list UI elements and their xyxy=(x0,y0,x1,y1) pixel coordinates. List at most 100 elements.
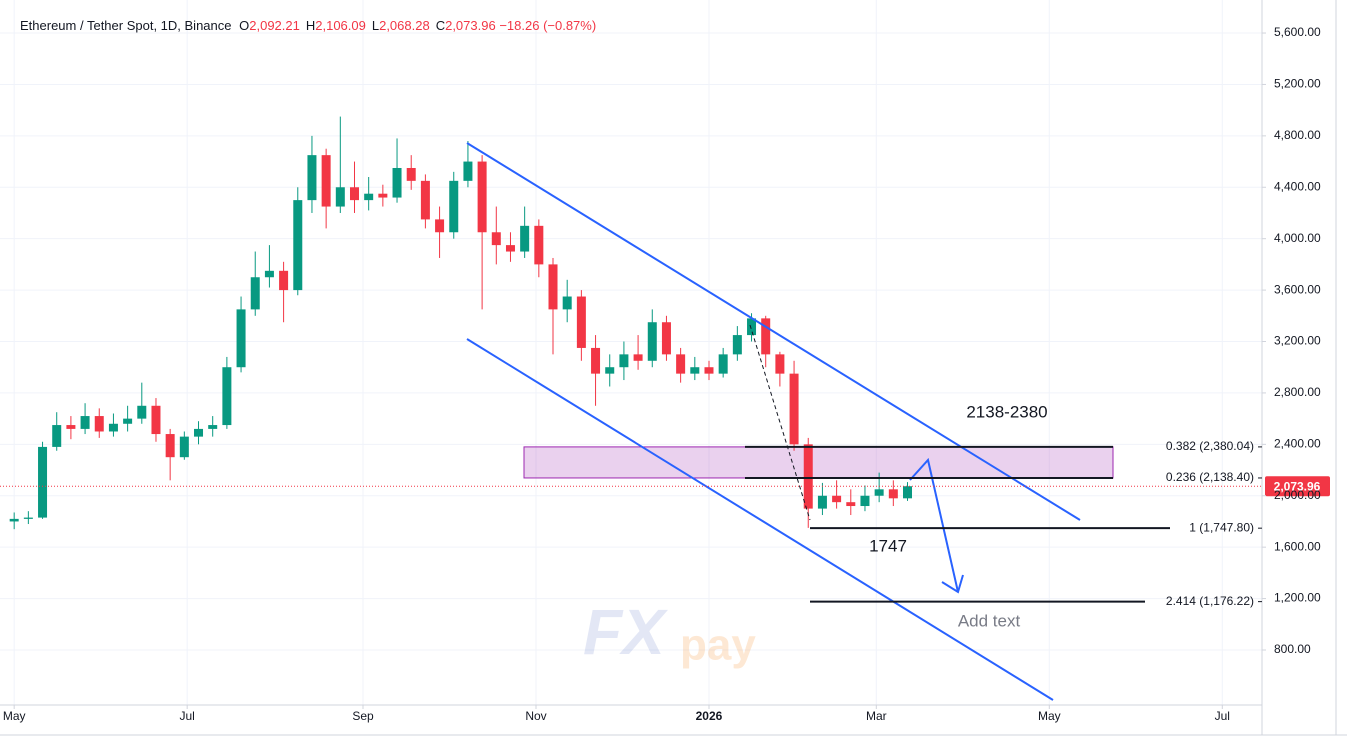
x-tick-label: Mar xyxy=(866,709,887,723)
fib-label: 1 (1,747.80) xyxy=(1189,520,1254,534)
candle-body xyxy=(151,405,161,435)
candle-body xyxy=(435,219,445,233)
watermark-text: pay xyxy=(680,621,756,670)
symbol-title: Ethereum / Tether Spot, 1D, Binance xyxy=(20,18,232,33)
ohlc-value: 2,073.96 xyxy=(445,18,496,33)
candle-body xyxy=(364,193,374,201)
candle-body xyxy=(108,423,118,432)
annotation: 1747 xyxy=(869,536,907,555)
candle-body xyxy=(647,322,657,361)
candle-body xyxy=(888,489,898,499)
candle-body xyxy=(335,187,345,207)
watermark-text: FX xyxy=(583,596,668,668)
channel-lower xyxy=(466,338,1054,701)
candle-body xyxy=(491,232,501,246)
candle-body xyxy=(9,518,19,522)
arrow-head xyxy=(941,574,964,594)
candle-body xyxy=(704,367,714,374)
y-tick-label: 800.00 xyxy=(1274,642,1311,656)
candle-body xyxy=(846,502,856,507)
candle-body xyxy=(449,180,459,233)
candle-body xyxy=(52,425,62,447)
ohlc-values: O2,092.21 H2,106.09 L2,068.28 C2,073.96 xyxy=(235,18,496,33)
candle-body xyxy=(80,416,90,429)
x-tick-label: Jul xyxy=(180,709,195,723)
candle-body xyxy=(250,277,260,310)
y-tick-label: 2,800.00 xyxy=(1274,385,1321,399)
y-tick-label: 5,200.00 xyxy=(1274,77,1321,91)
candle-body xyxy=(832,495,842,503)
y-tick-label: 5,600.00 xyxy=(1274,25,1321,39)
change: −18.26 (−0.87%) xyxy=(499,18,597,33)
y-tick-label: 2,400.00 xyxy=(1274,437,1321,451)
fib-label: 0.382 (2,380.04) xyxy=(1166,439,1254,453)
symbol-header: Ethereum / Tether Spot, 1D, Binance O 2,0… xyxy=(20,18,596,33)
candle-body xyxy=(534,225,544,265)
candle-body xyxy=(222,367,232,426)
y-tick-label: 1,200.00 xyxy=(1274,591,1321,605)
candle-body xyxy=(789,373,799,445)
x-tick-label: Sep xyxy=(352,709,374,723)
candle-body xyxy=(38,446,48,518)
x-tick-label: May xyxy=(3,709,26,723)
ohlc-key: O xyxy=(239,18,250,33)
candle-body xyxy=(349,187,359,201)
y-tick-label: 2,000.00 xyxy=(1274,488,1321,502)
candle-body xyxy=(676,354,686,374)
y-tick-label: 4,800.00 xyxy=(1274,128,1321,142)
candle-body xyxy=(505,245,515,252)
last-price-tag xyxy=(1265,476,1330,497)
axes: 800.00 1,200.00 1,600.00 2,000.00 2,400.00 2,… xyxy=(3,25,1321,723)
candle-body xyxy=(477,161,487,233)
candle-body xyxy=(123,418,133,424)
y-tick-label: 1,600.00 xyxy=(1274,539,1321,553)
candle-body xyxy=(817,495,827,509)
zone-layer xyxy=(523,446,1114,479)
candle-body xyxy=(378,193,388,198)
candle-body xyxy=(633,354,643,361)
candle-body xyxy=(591,347,601,374)
ohlc-key: C xyxy=(435,18,446,33)
y-tick-label: 3,200.00 xyxy=(1274,334,1321,348)
ohlc-value: 2,068.28 xyxy=(379,18,430,33)
candle-body xyxy=(690,367,700,374)
candle-body xyxy=(463,161,473,181)
candle-body xyxy=(94,416,104,432)
candle-body xyxy=(406,167,416,181)
watermark: FX pay xyxy=(583,596,756,670)
candle-body xyxy=(179,436,189,458)
candle-body xyxy=(194,428,204,437)
candle-body xyxy=(137,405,147,419)
candle-body xyxy=(321,155,331,207)
fib-label: 0.236 (2,138.40) xyxy=(1166,470,1254,484)
candle-body xyxy=(860,495,870,507)
candle-body xyxy=(307,155,317,201)
ohlc-key: H xyxy=(305,18,316,33)
ohlc-key: L xyxy=(371,18,380,33)
candle-body xyxy=(66,425,76,429)
last-price-label: 2,073.96 xyxy=(1274,479,1321,493)
candle-body xyxy=(279,270,289,291)
candle-body xyxy=(661,322,671,355)
candle-body xyxy=(747,318,757,336)
candle-body xyxy=(520,225,530,252)
candle-body xyxy=(874,489,884,496)
candle-body xyxy=(718,354,728,374)
candle-body xyxy=(562,296,572,310)
y-tick-label: 4,400.00 xyxy=(1274,179,1321,193)
annotation: 2138-2380 xyxy=(966,402,1047,421)
projection-arrow xyxy=(909,457,959,593)
ohlc-value: 2,106.09 xyxy=(315,18,366,33)
candle-body xyxy=(619,354,629,368)
zone-box xyxy=(523,446,1114,479)
candle-body xyxy=(548,264,558,310)
y-tick-label: 4,000.00 xyxy=(1274,231,1321,245)
annotation: Add text xyxy=(958,611,1021,630)
candle-body xyxy=(392,167,402,198)
x-tick-label: Nov xyxy=(525,709,546,723)
candle-body xyxy=(208,425,218,429)
candle-body xyxy=(420,180,430,220)
